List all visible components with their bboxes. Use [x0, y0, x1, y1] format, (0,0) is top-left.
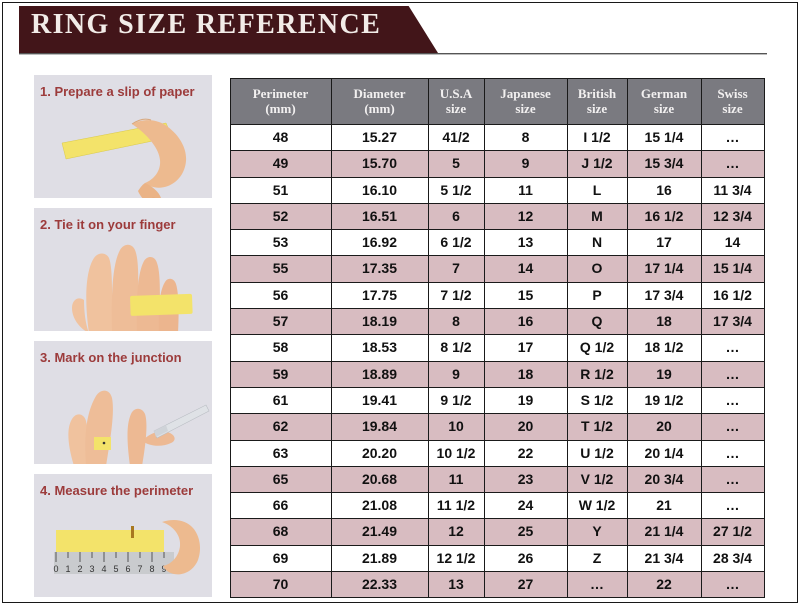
svg-text:3: 3 — [89, 564, 94, 574]
svg-text:2: 2 — [77, 564, 82, 574]
svg-text:6: 6 — [125, 564, 130, 574]
svg-text:8: 8 — [149, 564, 154, 574]
svg-text:7: 7 — [137, 564, 142, 574]
svg-text:0: 0 — [53, 564, 58, 574]
svg-text:1: 1 — [65, 564, 70, 574]
svg-text:4: 4 — [101, 564, 106, 574]
svg-text:5: 5 — [113, 564, 118, 574]
